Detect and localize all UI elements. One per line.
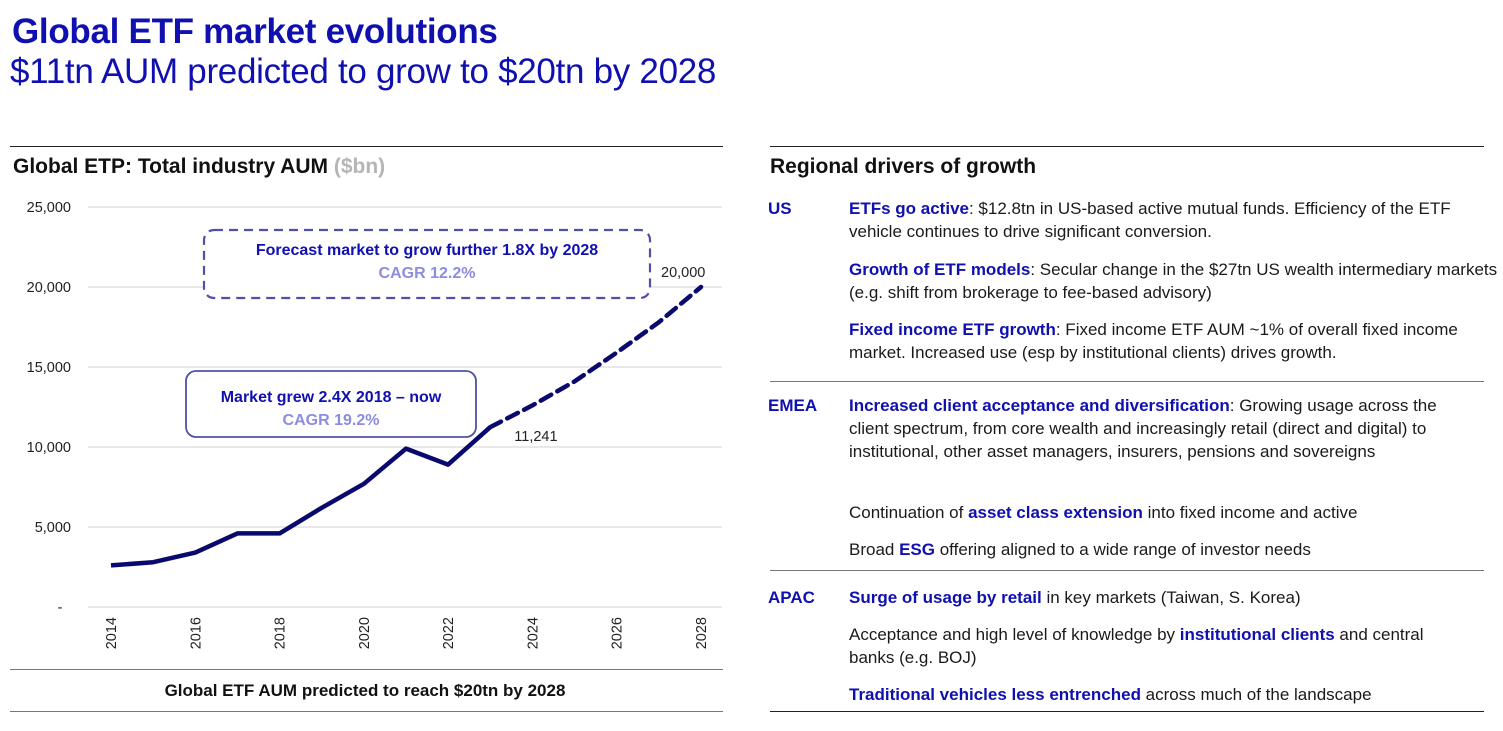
left-top-rule bbox=[10, 146, 723, 147]
driver-highlight: Traditional vehicles less entrenched bbox=[849, 685, 1141, 704]
y-tick-label: 5,000 bbox=[35, 520, 71, 536]
series-line-forecast bbox=[488, 284, 704, 430]
driver-item: Continuation of asset class extension in… bbox=[849, 503, 1358, 522]
driver-highlight: ETFs go active bbox=[849, 199, 969, 218]
region-divider bbox=[770, 381, 1484, 382]
driver-highlight: ESG bbox=[899, 540, 935, 559]
series-lines bbox=[110, 284, 704, 568]
driver-item: Increased client acceptance and diversif… bbox=[849, 396, 1437, 461]
page-title: Global ETF market evolutions bbox=[12, 12, 498, 51]
region-divider bbox=[770, 570, 1484, 571]
x-tick-label: 2018 bbox=[273, 617, 289, 649]
right-bottom-rule bbox=[770, 711, 1484, 712]
region-label-apac: APAC bbox=[768, 588, 815, 607]
x-tick-label: 2020 bbox=[357, 617, 373, 649]
driver-item: ETFs go active: $12.8tn in US-based acti… bbox=[849, 199, 1451, 241]
x-tick-label: 2024 bbox=[525, 617, 541, 649]
driver-item: Growth of ETF models: Secular change in … bbox=[849, 260, 1498, 302]
page-subtitle: $11tn AUM predicted to grow to $20tn by … bbox=[10, 52, 717, 91]
data-labels: 11,241 20,000 bbox=[514, 265, 705, 445]
drivers-heading: Regional drivers of growth bbox=[770, 155, 1037, 178]
chart-caption: Global ETF AUM predicted to reach $20tn … bbox=[164, 681, 566, 700]
x-tick-label: 2014 bbox=[104, 617, 120, 649]
region-label-us: US bbox=[768, 199, 792, 218]
driver-item: Acceptance and high level of knowledge b… bbox=[849, 625, 1424, 667]
y-tick-label: 20,000 bbox=[27, 280, 71, 296]
y-tick-label: 10,000 bbox=[27, 440, 71, 456]
forecast-annotation-title: Forecast market to grow further 1.8X by … bbox=[256, 242, 598, 259]
y-tick-label: 25,000 bbox=[27, 200, 71, 216]
chart-heading: Global ETP: Total industry AUM ($bn) bbox=[13, 155, 385, 179]
chart-heading-text: Global ETP: Total industry AUM bbox=[13, 155, 328, 178]
x-tick-label: 2028 bbox=[694, 617, 710, 649]
chart-caption-bottom-rule bbox=[10, 711, 723, 712]
right-top-rule bbox=[770, 146, 1484, 147]
driver-highlight: asset class extension bbox=[968, 503, 1143, 522]
forecast-annotation-box bbox=[202, 228, 652, 300]
chart-heading-unit: ($bn) bbox=[333, 155, 386, 178]
history-annotation-title: Market grew 2.4X 2018 – now bbox=[221, 389, 442, 406]
driver-item: Surge of usage by retail in key markets … bbox=[849, 588, 1301, 607]
region-label-emea: EMEA bbox=[768, 396, 818, 415]
driver-item: Traditional vehicles less entrenched acr… bbox=[849, 685, 1372, 704]
driver-highlight: Surge of usage by retail bbox=[849, 588, 1042, 607]
driver-highlight: Increased client acceptance and diversif… bbox=[849, 396, 1230, 415]
driver-highlight: institutional clients bbox=[1179, 625, 1335, 644]
x-axis-ticks: 2014 2016 2018 2020 2022 2024 2026 2028 bbox=[104, 617, 710, 649]
driver-item: Fixed income ETF growth: Fixed income ET… bbox=[849, 320, 1458, 362]
y-axis-ticks: - 5,000 10,000 15,000 20,000 25,000 bbox=[27, 200, 71, 616]
driver-highlight: Fixed income ETF growth bbox=[849, 320, 1056, 339]
y-tick-label: - bbox=[58, 600, 63, 616]
forecast-annotation-cagr: CAGR 12.2% bbox=[379, 265, 476, 282]
driver-highlight: Growth of ETF models bbox=[849, 260, 1031, 279]
chart-caption-top-rule bbox=[10, 669, 723, 670]
y-tick-label: 15,000 bbox=[27, 360, 71, 376]
series-line-actual bbox=[110, 425, 492, 568]
x-tick-label: 2026 bbox=[610, 617, 626, 649]
x-tick-label: 2016 bbox=[188, 617, 204, 649]
data-label: 20,000 bbox=[661, 265, 705, 281]
history-annotation-cagr: CAGR 19.2% bbox=[283, 412, 380, 429]
x-tick-label: 2022 bbox=[441, 617, 457, 649]
driver-item: Broad ESG offering aligned to a wide ran… bbox=[849, 540, 1311, 559]
data-label: 11,241 bbox=[514, 429, 557, 445]
history-annotation-box bbox=[185, 370, 477, 438]
annotations: Forecast market to grow further 1.8X by … bbox=[185, 228, 652, 438]
